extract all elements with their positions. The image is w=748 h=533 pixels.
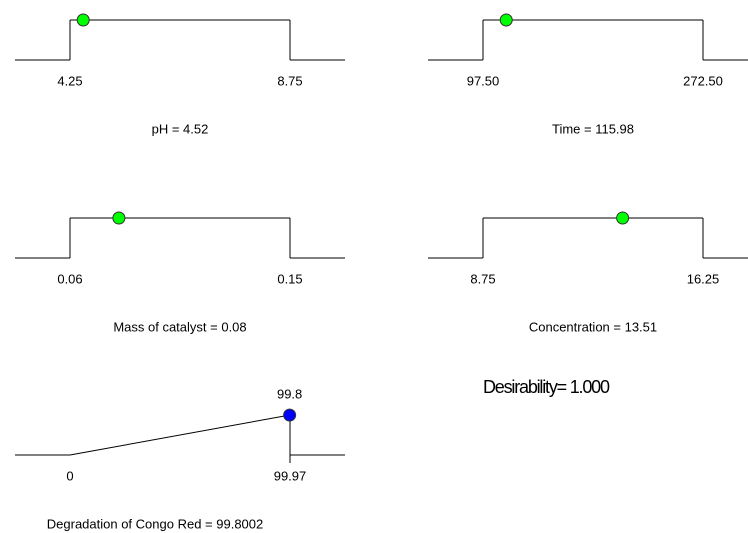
ramp-slope xyxy=(69,414,291,456)
tick-label: 8.75 xyxy=(470,271,495,286)
setting-dot xyxy=(76,13,90,27)
panel-title: Concentration = 13.51 xyxy=(529,319,657,334)
setting-dot xyxy=(112,211,126,225)
panel-title: Time = 115.98 xyxy=(552,121,634,136)
tick-label: 272.50 xyxy=(683,73,723,88)
desirability-text: Desirability= 1.000 xyxy=(483,377,610,397)
panel-title: pH = 4.52 xyxy=(152,121,209,136)
tick-label: 97.50 xyxy=(467,73,500,88)
value-label: 99.8 xyxy=(277,387,302,402)
tick-label: 0.15 xyxy=(277,271,302,286)
panel-title: Mass of catalyst = 0.08 xyxy=(113,319,246,334)
setting-dot xyxy=(616,211,630,225)
tick-label: 99.97 xyxy=(274,468,307,483)
tick-label: 16.25 xyxy=(687,271,720,286)
tick-label: 0 xyxy=(66,468,73,483)
setting-dot xyxy=(499,13,513,27)
panel-title: Degradation of Congo Red = 99.8002 xyxy=(47,516,263,531)
response-dot xyxy=(283,408,297,422)
tick-label: 8.75 xyxy=(277,73,302,88)
tick-label: 0.06 xyxy=(57,271,82,286)
tick-label: 4.25 xyxy=(57,73,82,88)
